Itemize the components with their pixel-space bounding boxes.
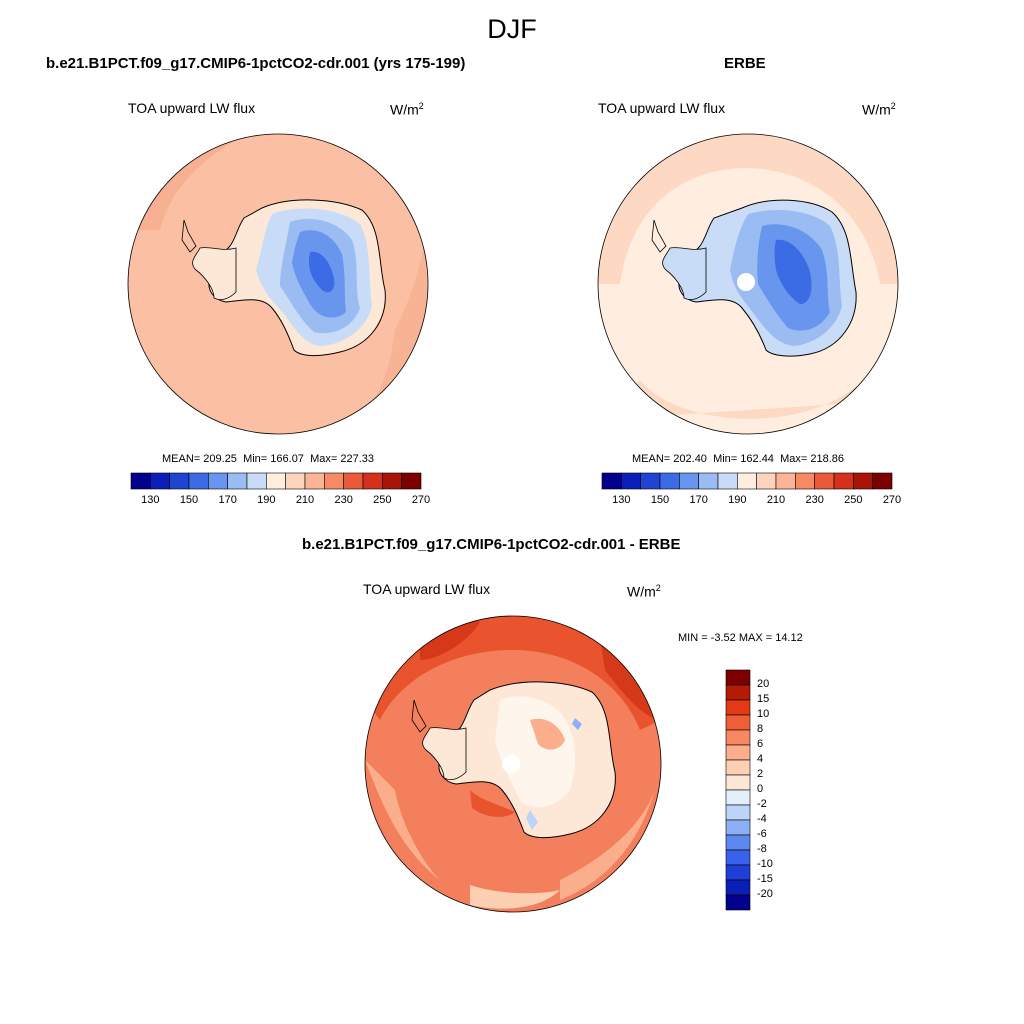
colorbar-tick-label: 190 <box>728 494 747 506</box>
panel-1-stats: MEAN= 209.25 Min= 166.07 Max= 227.33 <box>162 453 374 465</box>
colorbar-swatch <box>725 804 751 821</box>
panel-1-title: b.e21.B1PCT.f09_g17.CMIP6-1pctCO2-cdr.00… <box>46 55 466 72</box>
colorbar-tick-label: 210 <box>295 494 315 506</box>
panel-1-colorbar <box>130 472 422 490</box>
colorbar-swatch <box>725 684 751 701</box>
panel-2-units: W/m2 <box>862 101 896 118</box>
panel-3-colorbar <box>725 669 751 911</box>
colorbar-tick-label: 230 <box>805 494 824 506</box>
colorbar-tick-label: 170 <box>218 494 237 506</box>
panel-3-subtitle: TOA upward LW flux <box>363 581 491 597</box>
colorbar-tick-label: 15 <box>757 693 770 705</box>
figure-title: DJF <box>487 14 537 44</box>
colorbar-swatch <box>725 669 751 686</box>
colorbar-tick-label: 10 <box>757 708 770 720</box>
colorbar-tick-label: 130 <box>612 494 631 506</box>
colorbar-tick-label: -15 <box>757 873 773 885</box>
colorbar-tick-label: -4 <box>757 813 767 825</box>
panel-2-stats: MEAN= 202.40 Min= 162.44 Max= 218.86 <box>632 453 844 465</box>
panel-2-colorbar <box>601 472 893 490</box>
colorbar-tick-label: 20 <box>757 678 770 690</box>
colorbar-swatch <box>725 879 751 896</box>
colorbar-swatch <box>725 774 751 791</box>
colorbar-swatch <box>725 819 751 836</box>
colorbar-swatch <box>725 699 751 716</box>
colorbar-tick-label: 150 <box>179 494 199 506</box>
colorbar-tick-label: 4 <box>757 753 764 765</box>
colorbar-tick-label: 250 <box>373 494 392 506</box>
colorbar-tick-label: -6 <box>757 828 767 840</box>
colorbar-tick-label: 150 <box>650 494 670 506</box>
colorbar-tick-label: 210 <box>766 494 786 506</box>
colorbar-swatch <box>725 744 751 761</box>
colorbar-tick-label: 6 <box>757 738 764 750</box>
panel-3-units: W/m2 <box>627 583 661 600</box>
colorbar-swatch <box>401 472 422 490</box>
colorbar-swatch <box>872 472 893 490</box>
panel-2-subtitle: TOA upward LW flux <box>598 100 726 116</box>
panel-1-units: W/m2 <box>390 101 424 118</box>
colorbar-swatch <box>725 834 751 851</box>
colorbar-swatch <box>725 714 751 731</box>
colorbar-swatch <box>725 789 751 806</box>
colorbar-tick-label: 250 <box>844 494 863 506</box>
colorbar-tick-label: 190 <box>257 494 276 506</box>
colorbar-tick-label: 170 <box>689 494 708 506</box>
panel-3-title: b.e21.B1PCT.f09_g17.CMIP6-1pctCO2-cdr.00… <box>302 536 681 553</box>
panel-1-subtitle: TOA upward LW flux <box>128 100 256 116</box>
colorbar-swatch <box>725 864 751 881</box>
colorbar-tick-label: 2 <box>757 768 764 780</box>
colorbar-tick-label: 270 <box>882 494 902 506</box>
colorbar-tick-label: -20 <box>757 888 773 900</box>
colorbar-swatch <box>725 729 751 746</box>
colorbar-tick-label: -8 <box>757 843 767 855</box>
colorbar-tick-label: -2 <box>757 798 767 810</box>
colorbar-tick-label: 0 <box>757 783 764 795</box>
colorbar-tick-label: 130 <box>141 494 160 506</box>
panel-2-title: ERBE <box>724 55 766 72</box>
colorbar-swatch <box>725 849 751 866</box>
colorbar-swatch <box>725 894 751 911</box>
panel-3-minmax: MIN = -3.52 MAX = 14.12 <box>678 632 803 644</box>
colorbar-tick-label: 270 <box>411 494 431 506</box>
colorbar-tick-label: 230 <box>334 494 353 506</box>
colorbar-swatch <box>725 759 751 776</box>
colorbar-tick-label: -10 <box>757 858 773 870</box>
colorbar-tick-label: 8 <box>757 723 764 735</box>
